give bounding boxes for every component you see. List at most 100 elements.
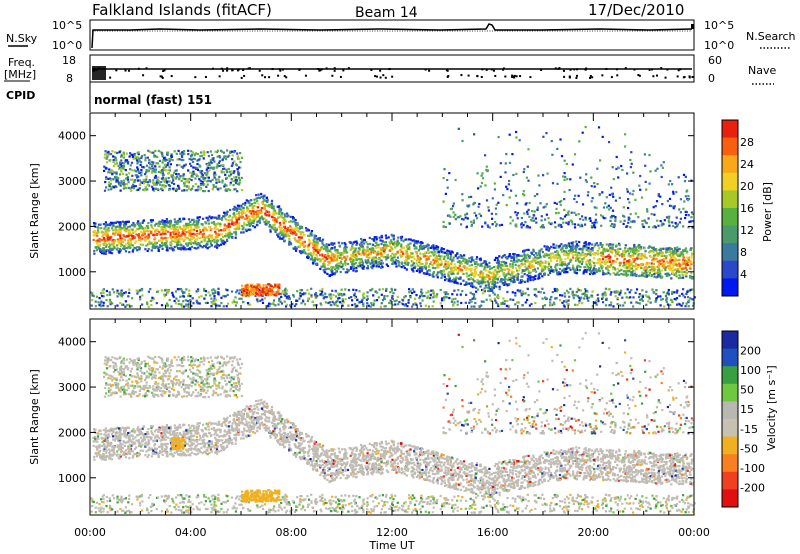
power-cell [104, 150, 107, 153]
power-cell [255, 194, 258, 197]
power-cell [530, 263, 533, 266]
power-cell [449, 258, 452, 261]
power-cell [527, 208, 530, 211]
power-cell [108, 185, 111, 188]
power-cell [116, 229, 120, 232]
power-cell [486, 266, 489, 269]
power-cell [472, 275, 475, 278]
cpid-text: normal (fast) 151 [94, 93, 212, 107]
power-cell [194, 173, 197, 176]
power-cell [659, 260, 662, 263]
power-cell [299, 226, 303, 229]
power-cell [273, 228, 276, 231]
power-cell [382, 256, 385, 259]
nave-point [513, 74, 516, 77]
power-cell [352, 264, 355, 267]
power-cell [664, 268, 667, 272]
power-cell [681, 261, 684, 264]
power-cell [454, 279, 457, 282]
power-cell [400, 247, 403, 250]
power-cell [451, 279, 454, 282]
nsky-label: N.Sky [6, 32, 38, 45]
power-cell [324, 256, 328, 259]
power-cell [384, 256, 387, 259]
power-cell [600, 245, 604, 248]
power-cell [635, 265, 638, 268]
power-cell [574, 250, 577, 253]
power-cell [677, 277, 680, 280]
power-cell [210, 167, 213, 170]
power-cell [474, 272, 478, 275]
power-cell [691, 276, 694, 279]
power-cell [432, 258, 435, 261]
power-cell [545, 132, 548, 135]
power-cell [511, 263, 514, 266]
power-cell [375, 257, 378, 261]
power-cell [605, 243, 608, 246]
power-cell [375, 265, 378, 268]
power-cell [110, 188, 113, 191]
power-cell [478, 263, 481, 266]
power-cell [303, 249, 306, 252]
power-cell [633, 243, 636, 246]
power-cell [203, 244, 206, 248]
power-cell [105, 248, 108, 252]
power-cell [635, 273, 638, 276]
power-cell [150, 226, 154, 229]
power-cell [167, 176, 170, 180]
freq-label: Freq. [8, 56, 35, 69]
power-cell [332, 256, 335, 259]
power-cell [667, 274, 670, 277]
power-cell [435, 245, 438, 248]
power-cell [468, 268, 471, 271]
power-cell [305, 227, 308, 230]
power-cell [105, 176, 108, 179]
power-cell [123, 222, 126, 226]
power-cell [140, 155, 143, 158]
power-cell [240, 216, 244, 219]
power-cell [212, 158, 215, 161]
power-cell [362, 249, 365, 252]
power-cell [532, 248, 535, 251]
power-cell [522, 190, 525, 193]
power-cell [447, 272, 450, 275]
power-cell [601, 251, 604, 254]
power-cell [320, 248, 323, 251]
power-cell [388, 243, 391, 246]
power-cell [614, 245, 618, 248]
power-cell [253, 217, 256, 220]
power-cell [292, 247, 295, 250]
power-cell [587, 248, 590, 251]
power-cell [645, 256, 648, 259]
power-cell [182, 239, 185, 242]
power-cell [365, 241, 368, 244]
power-cell [436, 259, 439, 262]
power-cell [660, 175, 663, 179]
power-cell [303, 240, 306, 243]
power-cell [130, 244, 133, 247]
power-cell [547, 262, 551, 265]
power-cell [690, 254, 693, 257]
power-cell [661, 262, 664, 265]
power-cell [690, 272, 693, 275]
power-cell [628, 262, 631, 265]
power-cell [417, 249, 420, 252]
power-cell [484, 269, 487, 272]
power-cell [369, 262, 372, 265]
power-cell [411, 268, 414, 271]
power-cell [522, 224, 525, 227]
power-cell [97, 245, 100, 248]
power-cell [509, 263, 512, 266]
power-cell [588, 261, 591, 264]
power-cell [297, 245, 300, 249]
power-cell [354, 261, 357, 265]
power-cell [303, 246, 306, 249]
power-cell [491, 271, 495, 274]
power-cell [547, 261, 550, 264]
power-cell [194, 238, 198, 241]
power-cell [601, 244, 604, 247]
power-cell [197, 185, 200, 188]
power-cell [206, 164, 209, 167]
power-cell [136, 246, 139, 249]
power-cell [471, 272, 474, 275]
